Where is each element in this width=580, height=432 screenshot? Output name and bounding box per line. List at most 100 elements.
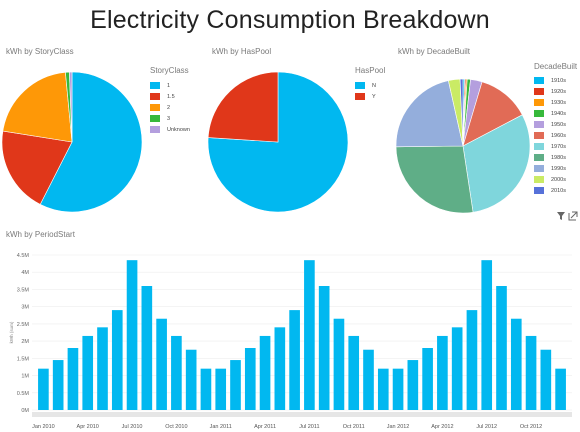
bar-19[interactable] — [318, 286, 330, 410]
haspool-pie-chart[interactable] — [206, 70, 351, 215]
decadebuilt-pie-chart[interactable] — [393, 76, 533, 216]
legend-swatch — [534, 143, 544, 150]
legend-label: 2 — [167, 104, 171, 111]
legend-label: 1.5 — [167, 93, 175, 100]
decadebuilt-legend-item[interactable]: 1910s — [534, 75, 577, 86]
bar-8[interactable] — [156, 318, 167, 410]
legend-swatch — [150, 115, 160, 122]
bar-20[interactable] — [333, 318, 345, 410]
bar-28[interactable] — [451, 327, 463, 410]
bar-12[interactable] — [215, 368, 227, 410]
bar-21[interactable] — [348, 335, 360, 410]
bar-7[interactable] — [141, 286, 153, 410]
legend-swatch — [355, 93, 365, 100]
page-title: Electricity Consumption Breakdown — [90, 6, 490, 34]
decadebuilt-legend-item[interactable]: 1990s — [534, 163, 577, 174]
storyclass-legend-item[interactable]: Unknown — [150, 124, 190, 135]
bar-3[interactable] — [82, 335, 94, 410]
storyclass-pie-chart[interactable] — [0, 70, 145, 215]
bar-23[interactable] — [377, 368, 389, 410]
x-tick-label: Jan 2011 — [210, 424, 232, 430]
legend-swatch — [534, 99, 544, 106]
decadebuilt-legend-item[interactable]: 2010s — [534, 185, 577, 196]
bar-14[interactable] — [244, 348, 256, 410]
haspool-slice-y[interactable] — [207, 71, 279, 143]
bar-24[interactable] — [392, 368, 404, 410]
legend-swatch — [355, 82, 365, 89]
bar-9[interactable] — [171, 335, 182, 410]
haspool-legend-item[interactable]: N — [355, 80, 385, 91]
bar-17[interactable] — [289, 310, 300, 410]
x-tick-label: Apr 2010 — [77, 424, 99, 430]
x-tick-label: Oct 2010 — [165, 424, 187, 430]
storyclass-legend: StoryClass 1 1.5 2 3 Unknown — [150, 66, 190, 135]
legend-swatch — [150, 126, 160, 133]
bar-1[interactable] — [52, 360, 64, 410]
bar-34[interactable] — [540, 349, 552, 410]
haspool-legend-item[interactable]: Y — [355, 91, 385, 102]
bar-16[interactable] — [274, 327, 286, 410]
legend-swatch — [150, 104, 160, 111]
bar-4[interactable] — [97, 327, 108, 410]
legend-swatch — [534, 176, 544, 183]
legend-label: 1980s — [551, 154, 566, 161]
decadebuilt-legend-item[interactable]: 1940s — [534, 108, 577, 119]
storyclass-legend-item[interactable]: 2 — [150, 102, 190, 113]
storyclass-slice-2[interactable] — [2, 71, 73, 143]
storyclass-slice-1[interactable] — [39, 71, 143, 213]
decadebuilt-legend-item[interactable]: 1920s — [534, 86, 577, 97]
bar-18[interactable] — [304, 260, 315, 410]
decadebuilt-legend-item[interactable]: 1960s — [534, 130, 577, 141]
x-axis-scrollbar[interactable] — [32, 412, 572, 417]
bar-26[interactable] — [422, 348, 433, 410]
bar-0[interactable] — [38, 368, 49, 410]
bar-13[interactable] — [230, 360, 241, 410]
bar-5[interactable] — [111, 310, 123, 410]
bar-32[interactable] — [510, 318, 522, 410]
decadebuilt-legend-item[interactable]: 1970s — [534, 141, 577, 152]
x-tick-label: Jul 2011 — [299, 424, 319, 430]
storyclass-panel-title: kWh by StoryClass — [6, 47, 74, 56]
storyclass-legend-item[interactable]: 3 — [150, 113, 190, 124]
storyclass-legend-item[interactable]: 1.5 — [150, 91, 190, 102]
decadebuilt-slice-1990s[interactable] — [395, 80, 464, 148]
bar-33[interactable] — [525, 335, 537, 410]
legend-label: 1 — [167, 82, 171, 89]
y-tick-label: 3.5M — [17, 287, 30, 293]
legend-swatch — [534, 77, 544, 84]
y-axis-label: kWh (sum) — [9, 321, 14, 343]
x-tick-label: Jan 2010 — [32, 424, 55, 430]
bar-31[interactable] — [496, 286, 507, 410]
y-tick-label: 2M — [21, 339, 29, 345]
x-tick-label: Oct 2011 — [343, 424, 365, 430]
focus-mode-icon[interactable] — [568, 211, 578, 221]
storyclass-slice-1.5[interactable] — [1, 130, 73, 205]
decadebuilt-slice-1970s[interactable] — [462, 114, 531, 213]
bar-2[interactable] — [67, 348, 79, 410]
decadebuilt-slice-2010s[interactable] — [459, 78, 464, 147]
bar-30[interactable] — [481, 260, 493, 410]
storyclass-legend-item[interactable]: 1 — [150, 80, 190, 91]
decadebuilt-legend-item[interactable]: 1950s — [534, 119, 577, 130]
bar-15[interactable] — [259, 335, 271, 410]
decadebuilt-slice-1980s[interactable] — [395, 145, 474, 214]
bar-25[interactable] — [407, 360, 419, 410]
legend-swatch — [534, 88, 544, 95]
decadebuilt-legend-title: DecadeBuilt — [534, 62, 578, 71]
decadebuilt-legend-item[interactable]: 1980s — [534, 152, 577, 163]
bar-6[interactable] — [126, 260, 138, 410]
bar-11[interactable] — [200, 368, 212, 410]
bar-22[interactable] — [363, 349, 374, 410]
x-tick-label: Jul 2012 — [476, 424, 497, 430]
haspool-panel-title: kWh by HasPool — [212, 47, 272, 56]
decadebuilt-legend-item[interactable]: 2000s — [534, 174, 577, 185]
decadebuilt-legend-item[interactable]: 1930s — [534, 97, 577, 108]
bar-27[interactable] — [437, 335, 448, 410]
bar-29[interactable] — [466, 310, 478, 410]
bar-35[interactable] — [555, 368, 566, 410]
y-tick-label: 0.5M — [17, 391, 30, 397]
legend-label: 2010s — [551, 187, 566, 194]
bar-10[interactable] — [185, 349, 197, 410]
storyclass-slice-unknown[interactable] — [69, 71, 73, 143]
filter-icon[interactable] — [557, 212, 565, 220]
